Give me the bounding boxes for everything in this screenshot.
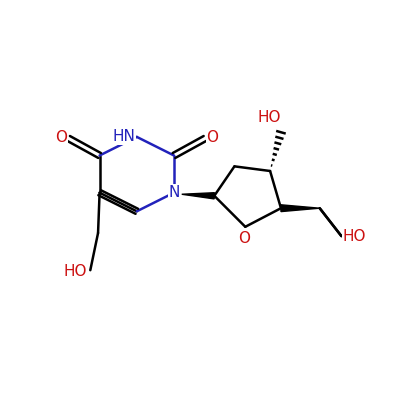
Text: O: O [238,232,250,246]
Text: HO: HO [63,264,86,279]
Text: HO: HO [343,228,366,244]
Text: O: O [206,130,218,145]
Text: O: O [55,130,67,145]
Text: N: N [168,185,180,200]
Polygon shape [281,205,320,212]
Text: HN: HN [112,129,135,144]
Text: HO: HO [258,110,281,124]
Polygon shape [182,193,214,199]
